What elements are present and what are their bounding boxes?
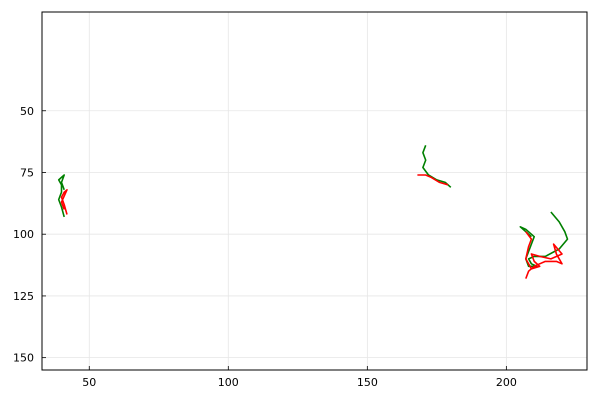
- series-group: [57, 145, 569, 279]
- y-tick-label: 100: [13, 228, 34, 241]
- trajectory-line: [519, 211, 569, 268]
- x-tick-label: 150: [357, 376, 378, 389]
- x-tick-label: 200: [496, 376, 517, 389]
- trajectory-line: [524, 231, 563, 279]
- grid: [42, 12, 587, 370]
- y-tick-label: 75: [20, 166, 34, 179]
- trajectory-line: [60, 189, 68, 215]
- trajectory-line: [417, 174, 449, 186]
- y-tick-label: 50: [20, 105, 34, 118]
- plot-frame: [41, 11, 588, 371]
- x-tick-label: 50: [82, 376, 96, 389]
- x-tick-label: 100: [218, 376, 239, 389]
- series-0: [57, 145, 569, 268]
- y-tick-label: 150: [13, 352, 34, 365]
- trajectory-line: [422, 145, 452, 188]
- series-1: [60, 174, 563, 279]
- trajectory-line: [57, 174, 65, 218]
- axis-ticks: 50 100 150 200 50 75 100 125 150: [13, 105, 517, 389]
- y-tick-label: 125: [13, 290, 34, 303]
